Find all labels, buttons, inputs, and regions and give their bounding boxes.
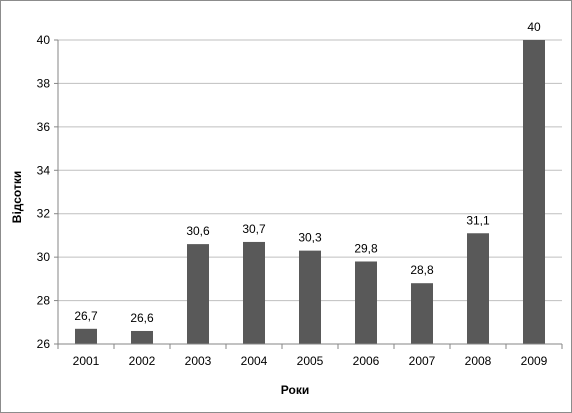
axes — [54, 39, 563, 349]
bar-2009 — [523, 40, 545, 344]
x-tick-label-2001: 2001 — [73, 354, 100, 368]
bars — [75, 40, 545, 344]
bar-2008 — [467, 233, 489, 344]
y-tick-label: 34 — [37, 163, 51, 177]
y-axis-title: Відсотки — [10, 171, 24, 223]
data-label-2009: 40 — [527, 20, 541, 34]
data-label-2002: 26,6 — [130, 311, 154, 325]
x-tick-labels: 2001 2002 2003 2004 2005 2006 2007 2008 2009 — [73, 354, 548, 368]
data-labels: 26,7 26,6 30,6 30,7 30,3 29,8 28,8 31,1 40 — [74, 20, 541, 325]
x-tick-label-2003: 2003 — [185, 354, 212, 368]
x-tick-label-2006: 2006 — [353, 354, 380, 368]
bar-2002 — [131, 330, 153, 344]
x-tick-label-2009: 2009 — [521, 354, 548, 368]
y-tick-label: 32 — [37, 207, 51, 221]
y-tick-label: 30 — [37, 250, 51, 264]
x-tick-label-2002: 2002 — [129, 354, 156, 368]
bar-2006 — [355, 261, 377, 344]
data-label-2008: 31,1 — [466, 213, 490, 227]
bar-2003 — [187, 244, 209, 344]
data-label-2006: 29,8 — [354, 241, 378, 255]
y-tick-label: 40 — [37, 33, 51, 47]
x-axis-title: Роки — [281, 383, 309, 397]
x-tick-label-2005: 2005 — [297, 354, 324, 368]
x-tick-label-2008: 2008 — [465, 354, 492, 368]
data-label-2001: 26,7 — [74, 309, 98, 323]
data-label-2004: 30,7 — [242, 222, 266, 236]
data-label-2005: 30,3 — [298, 231, 322, 245]
data-label-2007: 28,8 — [410, 263, 434, 277]
y-tick-label: 36 — [37, 120, 51, 134]
bar-2005 — [299, 250, 321, 344]
bar-2001 — [75, 328, 97, 344]
bar-2004 — [243, 241, 265, 344]
x-tick-label-2007: 2007 — [409, 354, 436, 368]
bar-2007 — [411, 283, 433, 344]
data-label-2003: 30,6 — [186, 224, 210, 238]
x-tick-label-2004: 2004 — [241, 354, 268, 368]
y-tick-label: 26 — [37, 337, 51, 351]
y-tick-label: 28 — [37, 294, 51, 308]
y-tick-label: 38 — [37, 76, 51, 90]
y-tick-labels: 26 28 30 32 34 36 38 40 — [37, 33, 51, 351]
